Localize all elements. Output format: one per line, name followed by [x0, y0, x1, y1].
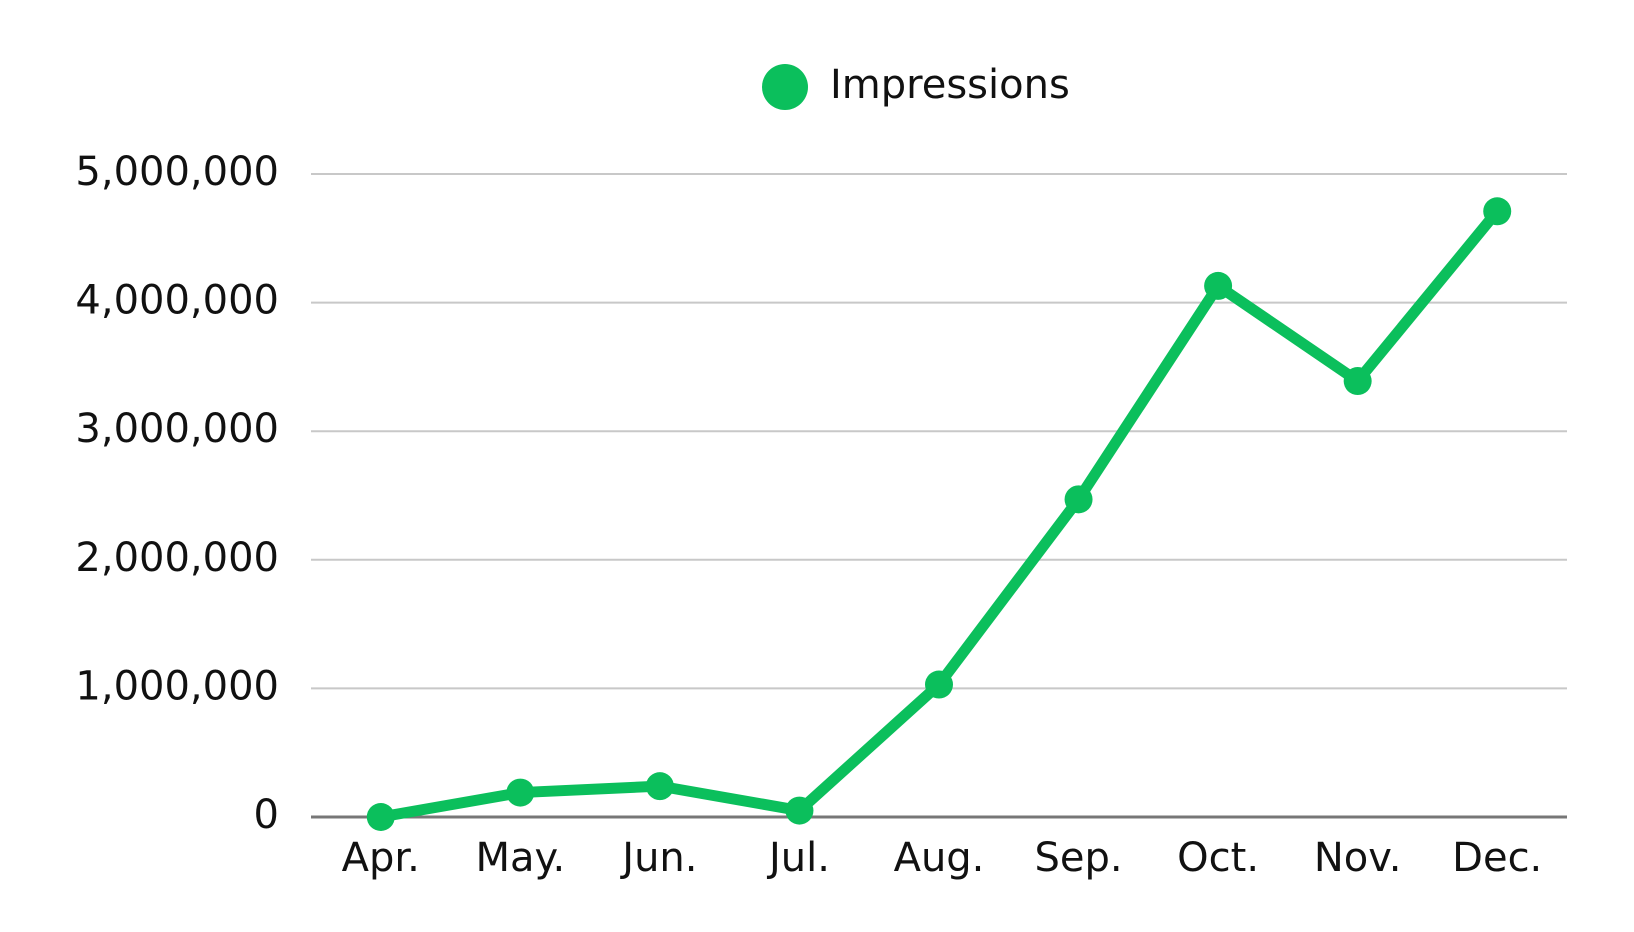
data-point [1064, 485, 1093, 514]
legend-marker [762, 64, 808, 110]
legend-label: Impressions [830, 62, 1070, 108]
x-tick-label: Nov. [1314, 835, 1402, 881]
x-tick-label: Jun. [619, 835, 697, 881]
y-tick-label: 3,000,000 [75, 406, 279, 452]
y-tick-label: 5,000,000 [75, 149, 279, 195]
y-tick-label: 1,000,000 [75, 663, 279, 709]
y-tick-label: 4,000,000 [75, 278, 279, 324]
data-point [925, 670, 953, 699]
x-tick-label: Sep. [1035, 835, 1123, 881]
x-tick-label: Dec. [1452, 835, 1542, 881]
data-point [1483, 197, 1512, 226]
y-tick-label: 0 [254, 792, 279, 838]
data-point [366, 803, 395, 831]
data-point [1343, 367, 1372, 396]
data-point [506, 778, 535, 807]
x-tick-label: Oct. [1177, 835, 1259, 881]
x-tick-label: Jul. [766, 835, 830, 881]
y-tick-label: 2,000,000 [75, 535, 279, 581]
data-point [1204, 271, 1233, 300]
x-tick-label: May. [475, 835, 565, 881]
x-tick-label: Apr. [342, 835, 420, 881]
data-point [645, 772, 674, 801]
x-tick-label: Aug. [894, 835, 985, 881]
data-point [785, 796, 814, 825]
